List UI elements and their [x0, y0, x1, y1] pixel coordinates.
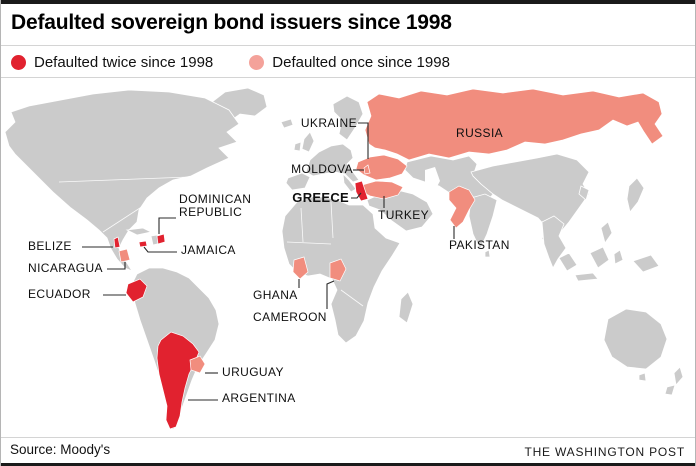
country-russia — [364, 88, 664, 161]
legend: Defaulted twice since 1998 Defaulted onc… — [11, 54, 450, 71]
legend-dot-twice-icon — [11, 55, 26, 70]
landmass-iberia — [285, 172, 311, 191]
caspian-sea — [425, 167, 440, 194]
country-label-pakistan: PAKISTAN — [449, 238, 510, 252]
island-madagascar — [398, 291, 414, 324]
legend-label-once: Defaulted once since 1998 — [272, 54, 450, 71]
island-java — [574, 272, 599, 282]
us-canada-border — [58, 176, 190, 183]
country-dominican-republic — [156, 233, 166, 245]
country-label-uruguay: URUGUAY — [222, 365, 284, 379]
page-title: Defaulted sovereign bond issuers since 1… — [11, 11, 452, 34]
island-new-guinea — [632, 254, 660, 273]
source-credit: Source: Moody's — [10, 442, 111, 457]
country-label-greece: GREECE — [292, 190, 349, 205]
island-philippines — [600, 221, 613, 244]
island-borneo — [589, 246, 610, 269]
country-label-ukraine: UKRAINE — [300, 116, 357, 130]
country-nicaragua — [118, 248, 131, 263]
island-sulawesi — [613, 249, 624, 265]
island-ireland — [293, 141, 302, 152]
country-label-ecuador: ECUADOR — [28, 287, 91, 301]
leader-greece — [351, 192, 362, 199]
island-new-zealand-north — [673, 366, 684, 386]
publisher-credit: THE WASHINGTON POST — [524, 445, 685, 459]
country-uruguay — [189, 355, 206, 374]
country-label-jamaica: JAMAICA — [181, 243, 236, 257]
divider-under-title — [1, 45, 695, 46]
country-ghana — [292, 256, 309, 280]
island-iceland — [280, 118, 294, 129]
island-new-zealand-south — [664, 384, 676, 396]
country-label-argentina: ARGENTINA — [222, 391, 296, 405]
world-map — [1, 82, 695, 435]
leader-nicaragua — [107, 262, 126, 270]
country-pakistan — [448, 185, 476, 229]
country-ecuador — [125, 278, 148, 303]
island-japan — [626, 177, 645, 213]
country-label-turkey: TURKEY — [378, 208, 430, 222]
divider-above-footer — [1, 437, 695, 438]
island-sumatra — [558, 252, 578, 272]
island-tasmania — [638, 372, 647, 382]
country-cameroon — [329, 258, 347, 282]
landmass-italy — [342, 172, 357, 193]
world-map-svg — [4, 87, 684, 431]
country-label-moldova: MOLDOVA — [291, 162, 353, 176]
country-jamaica — [138, 240, 148, 248]
country-label-belize: BELIZE — [28, 239, 72, 253]
country-argentina — [156, 331, 200, 430]
legend-dot-once-icon — [249, 55, 265, 70]
legend-item-once: Defaulted once since 1998 — [249, 54, 450, 71]
island-cuba — [125, 227, 153, 236]
divider-under-legend — [1, 77, 695, 78]
country-label-nicaragua: NICARAGUA — [28, 261, 103, 275]
legend-label-twice: Defaulted twice since 1998 — [34, 54, 214, 71]
leader-jamaica — [143, 246, 177, 253]
country-label-dominican-republic: DOMINICAN REPUBLIC — [179, 192, 252, 219]
landmass-north-america — [4, 89, 240, 272]
landmass-india — [468, 193, 498, 250]
leader-dominican-republic — [158, 217, 176, 234]
bottom-rule — [1, 463, 695, 466]
country-belize — [113, 236, 121, 249]
landmass-australia — [603, 308, 668, 370]
leader-ukraine — [358, 122, 369, 159]
country-label-russia: RUSSIA — [456, 126, 504, 140]
country-label-cameroon: CAMEROON — [253, 310, 327, 324]
landmass-southeast-asia — [541, 215, 567, 269]
us-mexico-border — [102, 205, 144, 233]
top-rule — [1, 0, 695, 4]
country-label-ghana: GHANA — [253, 288, 298, 302]
landmass-korea — [578, 185, 590, 201]
legend-item-twice: Defaulted twice since 1998 — [11, 54, 213, 71]
country-moldova — [363, 164, 371, 175]
island-great-britain — [301, 131, 315, 153]
leader-cameroon — [326, 280, 335, 309]
africa-borders — [286, 201, 364, 307]
landmass-europe — [305, 143, 360, 183]
country-ukraine — [355, 154, 408, 181]
landmass-scandinavia — [332, 95, 364, 141]
island-sri-lanka — [484, 249, 491, 258]
